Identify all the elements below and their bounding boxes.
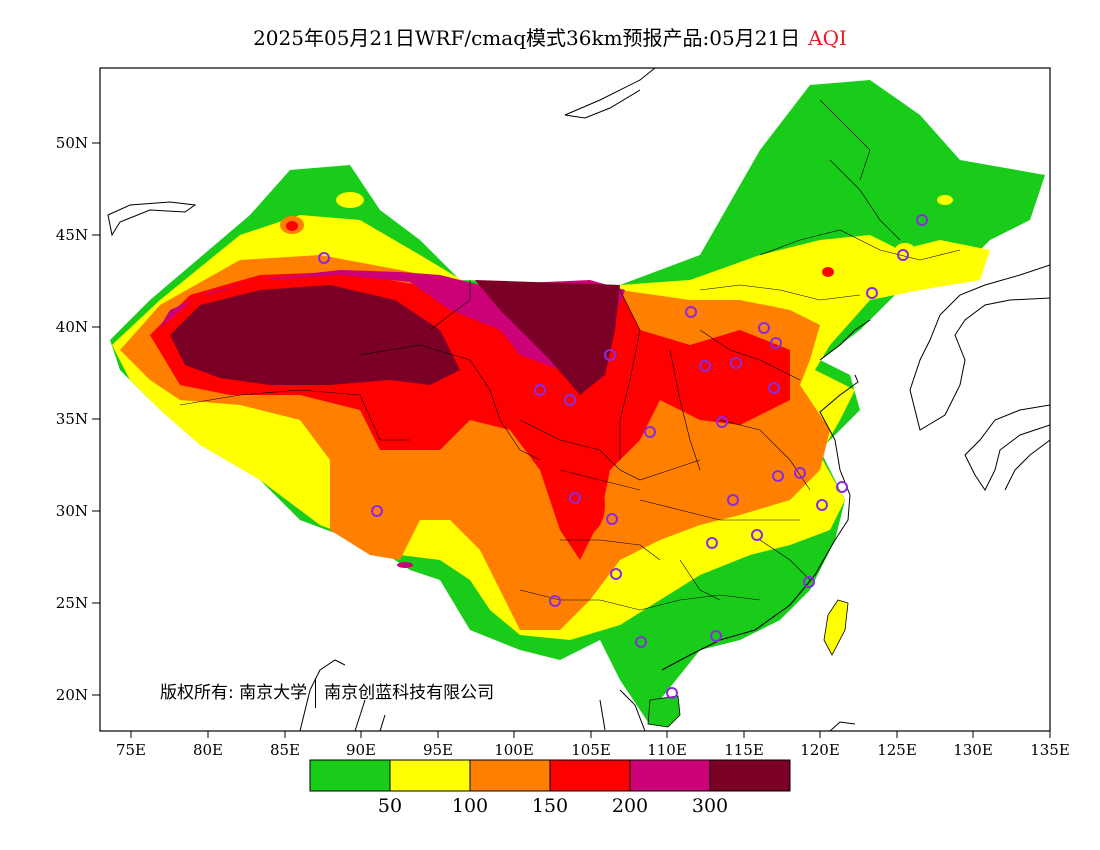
station-marker [666,687,678,699]
copyright-org2: 南京创蓝科技有限公司 [324,683,495,703]
station-marker [644,426,656,438]
station-marker [606,513,618,525]
lon-tick-label: 115E [724,741,764,759]
station-marker [318,252,330,264]
lon-tick-label: 120E [800,741,840,759]
lon-tick-label: 75E [116,741,146,759]
station-marker [866,287,878,299]
station-marker [371,505,383,517]
copyright-separator [315,678,317,708]
hotspot-ne [822,267,834,277]
station-marker [770,337,782,349]
lat-tick-label: 20N [56,686,88,704]
station-markers [318,214,928,699]
station-marker [549,595,561,607]
lat-tick-label: 50N [56,134,88,152]
station-marker [685,306,697,318]
map-title: 2025年05月21日WRF/cmaq模式36km预报产品:05月21日 AQI [0,22,1100,51]
coastline [107,68,1050,731]
station-marker [751,529,763,541]
station-marker [803,576,815,588]
legend-swatch [309,759,391,792]
station-marker [716,416,728,428]
hotspot-sichuan-red [565,475,605,535]
hotspot-nw-yellow [336,192,364,208]
lon-tick-label: 90E [346,741,376,759]
station-marker [534,384,546,396]
taiwan [823,599,849,656]
legend-labels: 50 100 150 200 300 [378,795,728,817]
lon-tick-label: 125E [877,741,917,759]
station-marker [610,568,622,580]
title-metric: AQI [808,26,847,50]
lat-tick-label: 25N [56,594,88,612]
lon-tick-label: 110E [647,741,687,759]
lon-tick-label: 135E [1030,741,1070,759]
legend-label: 100 [452,795,488,817]
hotspot-ne-yellow [937,195,953,205]
station-marker [699,360,711,372]
hotspot-tibet-orange [360,488,396,532]
copyright-notice: 版权所有: 南京大学 南京创蓝科技有限公司 [160,678,494,708]
hotspot-south-magenta [397,562,413,568]
lat-tick-label: 35N [56,410,88,428]
map-layers [107,68,1050,731]
station-marker [916,214,928,226]
lat-axis [92,142,100,696]
lon-tick-label: 95E [423,741,453,759]
station-marker [604,349,616,361]
lat-tick-label: 45N [56,226,88,244]
lon-labels: 75E 80E 85E 90E 95E 100E 105E 110E 115E … [116,741,1070,759]
lat-tick-label: 30N [56,502,88,520]
station-marker [836,481,848,493]
lon-tick-label: 80E [193,741,223,759]
legend-label: 200 [612,795,648,817]
legend-swatch [549,759,631,792]
legend-swatch [469,759,551,792]
station-marker [758,322,770,334]
lat-tick-label: 40N [56,318,88,336]
hotspot-tianshan-core [286,221,298,231]
station-marker [569,492,581,504]
station-marker [794,467,806,479]
legend-swatch [629,759,711,792]
legend-label: 150 [532,795,568,817]
hainan [647,695,681,728]
legend-label: 300 [692,795,728,817]
station-marker [706,537,718,549]
lon-axis [130,731,1051,738]
aqi-zone-hazardous-2 [475,280,620,395]
station-marker [768,382,780,394]
station-marker [710,630,722,642]
lon-tick-label: 85E [270,741,300,759]
title-main: 2025年05月21日WRF/cmaq模式36km预报产品:05月21日 [253,26,801,50]
station-marker [897,249,909,261]
map-frame [99,67,1051,732]
legend-colorbar [309,759,791,792]
station-marker [635,636,647,648]
copyright-prefix: 版权所有: [160,683,234,703]
station-marker [816,499,828,511]
legend-swatch [709,759,791,792]
legend-label: 50 [378,795,402,817]
lon-tick-label: 105E [571,741,611,759]
station-marker [727,494,739,506]
aqi-zone-hazardous [170,285,460,385]
station-marker [772,470,784,482]
copyright-org1: 南京大学 [239,683,308,703]
legend-swatch [389,759,471,792]
lon-tick-label: 100E [494,741,534,759]
station-marker [564,394,576,406]
lon-tick-label: 130E [953,741,993,759]
station-marker [730,357,742,369]
lat-labels: 50N 45N 40N 35N 30N 25N 20N [56,134,88,704]
